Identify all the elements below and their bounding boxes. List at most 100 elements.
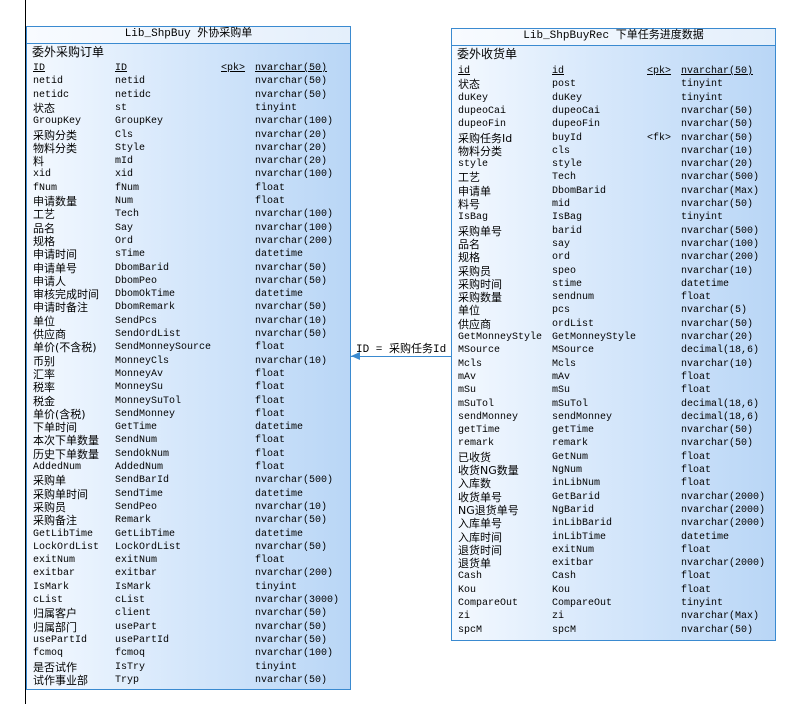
table-column-row[interactable]: mSu mSu float bbox=[452, 384, 775, 397]
table-column-row[interactable]: 供应商 ordList nvarchar(50) bbox=[452, 318, 775, 331]
table-column-row[interactable]: 申请单号 DbomBarid nvarchar(50) bbox=[27, 262, 350, 275]
table-column-row[interactable]: 历史下单数量 SendOkNum float bbox=[27, 448, 350, 461]
table-column-row[interactable]: sendMonney sendMonney decimal(18,6) bbox=[452, 411, 775, 424]
table-column-row[interactable]: fcmoq fcmoq nvarchar(100) bbox=[27, 647, 350, 660]
table-column-row[interactable]: zi zi nvarchar(Max) bbox=[452, 610, 775, 623]
table-column-row[interactable]: fNum fNum float bbox=[27, 182, 350, 195]
table-column-row[interactable]: 工艺 Tech nvarchar(500) bbox=[452, 171, 775, 184]
table-column-row[interactable]: 单价(含税) SendMonney float bbox=[27, 408, 350, 421]
table-column-row[interactable]: 申请人 DbomPeo nvarchar(50) bbox=[27, 275, 350, 288]
table-column-row[interactable]: 采购单 SendBarId nvarchar(500) bbox=[27, 474, 350, 487]
table-column-row[interactable]: 入库数 inLibNum float bbox=[452, 477, 775, 490]
table-column-row[interactable]: 归属部门 usePart nvarchar(50) bbox=[27, 621, 350, 634]
table-column-row[interactable]: 入库单号 inLibBarid nvarchar(2000) bbox=[452, 517, 775, 530]
table-column-row[interactable]: 申请时间 sTime datetime bbox=[27, 248, 350, 261]
table-column-row[interactable]: 采购员 speo nvarchar(10) bbox=[452, 265, 775, 278]
table-column-row[interactable]: duKey duKey tinyint bbox=[452, 92, 775, 105]
table-column-row[interactable]: 采购任务Id buyId <fk> nvarchar(50) bbox=[452, 132, 775, 145]
table-column-row[interactable]: netid netid nvarchar(50) bbox=[27, 75, 350, 88]
table-column-row[interactable]: 入库时间 inLibTime datetime bbox=[452, 531, 775, 544]
table-column-row[interactable]: style style nvarchar(20) bbox=[452, 158, 775, 171]
table-column-row[interactable]: 采购单时间 SendTime datetime bbox=[27, 488, 350, 501]
table-column-row[interactable]: CompareOut CompareOut tinyint bbox=[452, 597, 775, 610]
table-column-row[interactable]: MSource MSource decimal(18,6) bbox=[452, 344, 775, 357]
table-column-row[interactable]: Kou Kou float bbox=[452, 584, 775, 597]
table-column-row[interactable]: 规格 Ord nvarchar(200) bbox=[27, 235, 350, 248]
table-column-row[interactable]: 收货单号 GetBarid nvarchar(2000) bbox=[452, 491, 775, 504]
table-column-row[interactable]: 供应商 SendOrdList nvarchar(50) bbox=[27, 328, 350, 341]
table-column-row[interactable]: 试作事业部 Tryp nvarchar(50) bbox=[27, 674, 350, 687]
table-column-row[interactable]: 料号 mid nvarchar(50) bbox=[452, 198, 775, 211]
table-column-row[interactable]: 单位 SendPcs nvarchar(10) bbox=[27, 315, 350, 328]
table-column-row[interactable]: 状态 post tinyint bbox=[452, 78, 775, 91]
table-column-row[interactable]: mAv mAv float bbox=[452, 371, 775, 384]
table-column-row[interactable]: cList cList nvarchar(3000) bbox=[27, 594, 350, 607]
column-label: ID bbox=[33, 63, 46, 74]
table-column-row[interactable]: 料 mId nvarchar(20) bbox=[27, 155, 350, 168]
table-column-row[interactable]: id id <pk> nvarchar(50) bbox=[452, 65, 775, 78]
column-label: id bbox=[458, 66, 471, 77]
table-column-row[interactable]: netidc netidc nvarchar(50) bbox=[27, 89, 350, 102]
table-column-row[interactable]: 采购单号 barid nvarchar(500) bbox=[452, 225, 775, 238]
table-column-row[interactable]: dupeoCai dupeoCai nvarchar(50) bbox=[452, 105, 775, 118]
table-column-row[interactable]: mSuTol mSuTol decimal(18,6) bbox=[452, 398, 775, 411]
table-column-row[interactable]: usePartId usePartId nvarchar(50) bbox=[27, 634, 350, 647]
table-column-row[interactable]: 工艺 Tech nvarchar(100) bbox=[27, 208, 350, 221]
table-column-row[interactable]: 是否试作 IsTry tinyint bbox=[27, 661, 350, 674]
column-label: 入库时间 bbox=[458, 530, 502, 544]
table-column-row[interactable]: 单位 pcs nvarchar(5) bbox=[452, 304, 775, 317]
column-code: xid bbox=[115, 169, 134, 181]
table-column-row[interactable]: exitNum exitNum float bbox=[27, 554, 350, 567]
table-column-row[interactable]: exitbar exitbar nvarchar(200) bbox=[27, 567, 350, 580]
table-column-row[interactable]: 单价(不含税) SendMonneySource float bbox=[27, 341, 350, 354]
table-column-row[interactable]: 状态 st tinyint bbox=[27, 102, 350, 115]
table-column-row[interactable]: xid xid nvarchar(100) bbox=[27, 168, 350, 181]
table-column-row[interactable]: 物料分类 cls nvarchar(10) bbox=[452, 145, 775, 158]
table-column-row[interactable]: 币别 MonneyCls nvarchar(10) bbox=[27, 355, 350, 368]
table-column-row[interactable]: GetLibTime GetLibTime datetime bbox=[27, 528, 350, 541]
table-column-row[interactable]: remark remark nvarchar(50) bbox=[452, 437, 775, 450]
table-column-row[interactable]: GetMonneyStyle GetMonneyStyle nvarchar(20) bbox=[452, 331, 775, 344]
table-column-row[interactable]: 下单时间 GetTime datetime bbox=[27, 421, 350, 434]
table-column-row[interactable]: dupeoFin dupeoFin nvarchar(50) bbox=[452, 118, 775, 131]
table-column-row[interactable]: 品名 say nvarchar(100) bbox=[452, 238, 775, 251]
table-column-row[interactable]: Mcls Mcls nvarchar(10) bbox=[452, 358, 775, 371]
table-column-row[interactable]: 收货NG数量 NgNum float bbox=[452, 464, 775, 477]
table-column-row[interactable]: 申请时备注 DbomRemark nvarchar(50) bbox=[27, 301, 350, 314]
table-column-row[interactable]: 退货单 exitbar nvarchar(2000) bbox=[452, 557, 775, 570]
table-column-row[interactable]: 采购分类 Cls nvarchar(20) bbox=[27, 129, 350, 142]
relationship-line[interactable] bbox=[351, 356, 451, 357]
table-column-row[interactable]: 已收货 GetNum float bbox=[452, 451, 775, 464]
table-column-row[interactable]: 规格 ord nvarchar(200) bbox=[452, 251, 775, 264]
table-column-row[interactable]: 申请单 DbomBarid nvarchar(Max) bbox=[452, 185, 775, 198]
table-column-row[interactable]: spcM spcM nvarchar(50) bbox=[452, 624, 775, 637]
table-column-row[interactable]: getTime getTime nvarchar(50) bbox=[452, 424, 775, 437]
table-column-row[interactable]: ID ID <pk> nvarchar(50) bbox=[27, 62, 350, 75]
table-column-row[interactable]: IsBag IsBag tinyint bbox=[452, 211, 775, 224]
table-column-row[interactable]: NG退货单号 NgBarid nvarchar(2000) bbox=[452, 504, 775, 517]
column-type: decimal(18,6) bbox=[681, 345, 760, 357]
table-column-row[interactable]: 采购时间 stime datetime bbox=[452, 278, 775, 291]
table-column-row[interactable]: 采购数量 sendnum float bbox=[452, 291, 775, 304]
table-column-row[interactable]: 汇率 MonneyAv float bbox=[27, 368, 350, 381]
table-column-row[interactable]: IsMark IsMark tinyint bbox=[27, 581, 350, 594]
table-column-row[interactable]: 品名 Say nvarchar(100) bbox=[27, 222, 350, 235]
table-column-row[interactable]: 税金 MonneySuTol float bbox=[27, 395, 350, 408]
table-column-row[interactable]: 物料分类 Style nvarchar(20) bbox=[27, 142, 350, 155]
table-column-row[interactable]: GroupKey GroupKey nvarchar(100) bbox=[27, 115, 350, 128]
table-column-row[interactable]: AddedNum AddedNum float bbox=[27, 461, 350, 474]
table-column-row[interactable]: 审核完成时间 DbomOkTime datetime bbox=[27, 288, 350, 301]
table-column-row[interactable]: 申请数量 Num float bbox=[27, 195, 350, 208]
table-column-row[interactable]: 采购员 SendPeo nvarchar(10) bbox=[27, 501, 350, 514]
table-column-row[interactable]: 税率 MonneySu float bbox=[27, 381, 350, 394]
table-lib-shpbuy[interactable]: Lib_ShpBuy 外协采购单 委外采购订单 ID ID <pk> nvarchar… bbox=[26, 26, 351, 690]
table-column-row[interactable]: 本次下单数量 SendNum float bbox=[27, 434, 350, 447]
column-label: 单价(含税) bbox=[33, 407, 86, 421]
table-lib-shpbuyrec[interactable]: Lib_ShpBuyRec 下单任务进度数据 委外收货单 id id <pk> nva… bbox=[451, 28, 776, 641]
table-column-row[interactable]: Cash Cash float bbox=[452, 570, 775, 583]
column-type: nvarchar(10) bbox=[255, 355, 328, 367]
table-column-row[interactable]: LockOrdList LockOrdList nvarchar(50) bbox=[27, 541, 350, 554]
table-column-row[interactable]: 退货时间 exitNum float bbox=[452, 544, 775, 557]
table-column-row[interactable]: 归属客户 client nvarchar(50) bbox=[27, 607, 350, 620]
table-column-row[interactable]: 采购备注 Remark nvarchar(50) bbox=[27, 514, 350, 527]
